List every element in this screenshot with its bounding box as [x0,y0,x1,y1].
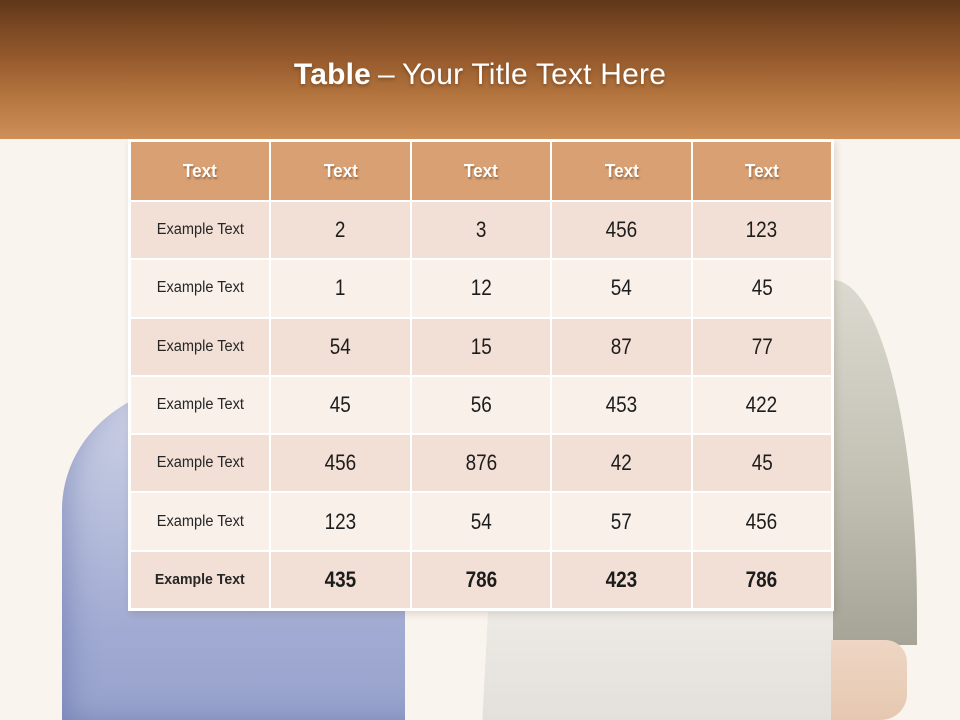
table-row: Example Text 1 12 54 45 [131,260,831,317]
cell-value: 54 [610,275,632,301]
value-cell: 12 [411,260,551,317]
cell-value: 77 [751,333,773,359]
value-cell: 3 [411,202,551,259]
header-label: Text [604,160,639,181]
title-keyword: Table [293,57,372,91]
value-cell: 456 [271,435,410,492]
cell-value: 54 [470,508,492,534]
right-person-olive-sleeve [833,280,917,645]
row-label-cell: Example Text [131,260,270,317]
cell-value: 15 [470,333,492,359]
value-cell: 45 [271,376,410,434]
value-cell: 45 [692,260,831,317]
cell-value: 12 [470,275,492,301]
cell-value: 42 [610,450,632,476]
header-cell: Text [692,142,831,200]
value-cell: 456 [692,493,831,550]
value-cell: 42 [552,435,691,492]
value-cell: 423 [552,551,691,608]
value-cell: 786 [692,551,831,608]
cell-value: 435 [324,566,357,592]
cell-value: 123 [745,217,778,243]
table-header-row: Text Text Text Text Text [131,142,831,200]
value-cell: 456 [552,202,691,259]
row-label-cell: Example Text [131,493,270,550]
header-cell: Text [271,142,410,200]
cell-value: 423 [605,566,638,592]
header-cell: Text [411,142,551,200]
row-label-cell: Example Text [131,376,270,434]
row-label: Example Text [156,454,244,472]
value-cell: 453 [552,376,691,434]
table-row: Example Text 123 54 57 456 [131,493,831,550]
row-label: Example Text [156,279,244,297]
right-person-gray-shirt [482,612,838,720]
cell-value: 45 [751,450,773,476]
value-cell: 422 [692,376,831,434]
cell-value: 422 [745,391,778,417]
cell-value: 3 [475,217,487,243]
row-label: Example Text [156,221,244,239]
right-person-arm [831,640,907,720]
cell-value: 786 [465,566,497,592]
cell-value: 786 [745,566,778,592]
value-cell: 54 [271,318,410,375]
cell-value: 56 [470,391,492,417]
data-table: Text Text Text Text Text Example Text 2 … [128,139,834,611]
header-label: Text [323,160,358,181]
table-row: Example Text 54 15 87 77 [131,318,831,375]
cell-value: 876 [465,450,497,476]
value-cell: 77 [692,318,831,375]
cell-value: 1 [335,275,346,301]
row-label-cell: Example Text [131,551,270,608]
header-cell: Text [131,142,270,200]
value-cell: 876 [411,435,551,492]
title-separator: – [378,57,395,91]
value-cell: 54 [411,493,551,550]
title-text: Your Title Text Here [401,57,667,91]
cell-value: 453 [605,391,638,417]
value-cell: 786 [411,551,551,608]
value-cell: 45 [692,435,831,492]
cell-value: 456 [605,217,638,243]
table-row: Example Text 435 786 423 786 [131,551,831,608]
table-row: Example Text 2 3 456 123 [131,202,831,259]
cell-value: 456 [745,508,778,534]
slide-title: Table – Your Title Text Here [294,48,666,92]
value-cell: 2 [271,202,410,259]
value-cell: 435 [271,551,410,608]
header-cell: Text [552,142,691,200]
value-cell: 54 [552,260,691,317]
value-cell: 123 [271,493,410,550]
value-cell: 57 [552,493,691,550]
cell-value: 2 [335,217,346,243]
row-label-cell: Example Text [131,318,270,375]
cell-value: 45 [751,275,773,301]
header-label: Text [464,160,498,181]
table-row: Example Text 45 56 453 422 [131,376,831,434]
cell-value: 123 [324,508,357,534]
cell-value: 54 [330,333,352,359]
value-cell: 123 [692,202,831,259]
value-cell: 56 [411,376,551,434]
row-label: Example Text [156,512,244,530]
header-label: Text [183,160,218,181]
cell-value: 87 [610,333,632,359]
table-row: Example Text 456 876 42 45 [131,435,831,492]
row-label: Example Text [156,395,244,413]
header-label: Text [744,160,779,181]
cell-value: 57 [610,508,632,534]
value-cell: 15 [411,318,551,375]
title-banner: Table – Your Title Text Here [0,0,960,139]
row-label-cell: Example Text [131,435,270,492]
cell-value: 45 [330,391,352,417]
value-cell: 87 [552,318,691,375]
row-label: Example Text [156,337,244,355]
cell-value: 456 [324,450,357,476]
row-label-cell: Example Text [131,202,270,259]
value-cell: 1 [271,260,410,317]
row-label: Example Text [155,571,246,589]
